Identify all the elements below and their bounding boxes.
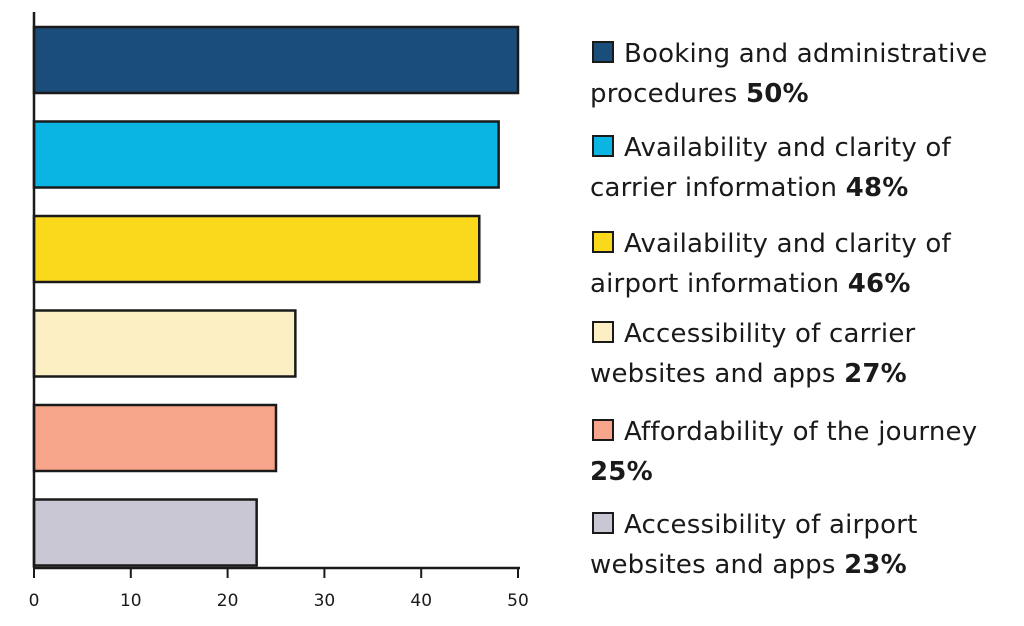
bar-5 [32, 498, 258, 567]
legend-swatch-1 [592, 135, 614, 157]
legend-item-5: Accessibility of airport websites and ap… [590, 505, 1020, 585]
legend-value-1: 48% [845, 173, 909, 203]
bar-0 [32, 25, 520, 95]
x-tick-label-0: 0 [29, 591, 40, 611]
legend-label-1: Availability and clarity of carrier info… [590, 133, 951, 203]
legend-value-4: 25% [590, 457, 653, 487]
legend-swatch-4 [592, 419, 614, 441]
legend-label-2: Availability and clarity of airport info… [590, 229, 951, 299]
legend-swatch-0 [592, 41, 614, 63]
legend-item-3: Accessibility of carrier websites and ap… [590, 314, 1020, 394]
bar-3 [32, 309, 297, 378]
legend-value-2: 46% [847, 269, 911, 299]
legend-label-3: Accessibility of carrier websites and ap… [590, 319, 916, 389]
legend-swatch-2 [592, 231, 614, 253]
legend-swatch-5 [592, 512, 614, 534]
legend-item-2: Availability and clarity of airport info… [590, 224, 1020, 304]
legend-item-0: Booking and administrative procedures 50… [590, 34, 1020, 114]
bar-2 [32, 214, 481, 284]
legend-value-3: 27% [844, 359, 907, 389]
axes-group: 0 10 20 30 40 50 [29, 12, 529, 611]
x-tick-label-40: 40 [410, 591, 432, 611]
bar-4 [32, 403, 278, 473]
x-tick-label-50: 50 [507, 591, 529, 611]
legend-label-0: Booking and administrative procedures [590, 39, 988, 109]
legend-item-4: Affordability of the journey 25% [590, 412, 1020, 492]
x-tick-label-30: 30 [314, 591, 336, 611]
bar-chart: 0 10 20 30 40 50 [29, 12, 529, 611]
x-tick-label-20: 20 [217, 591, 239, 611]
legend-item-1: Availability and clarity of carrier info… [590, 128, 1020, 208]
x-tick-label-10: 10 [120, 591, 142, 611]
bar-1 [32, 120, 500, 189]
legend-value-0: 50% [745, 79, 809, 109]
legend-label-4: Affordability of the journey [624, 417, 978, 447]
legend-swatch-3 [592, 321, 614, 343]
legend-label-5: Accessibility of airport websites and ap… [590, 510, 918, 580]
legend-value-5: 23% [844, 550, 907, 580]
bars-group [32, 25, 520, 567]
legend: Booking and administrative procedures 50… [590, 0, 1020, 626]
